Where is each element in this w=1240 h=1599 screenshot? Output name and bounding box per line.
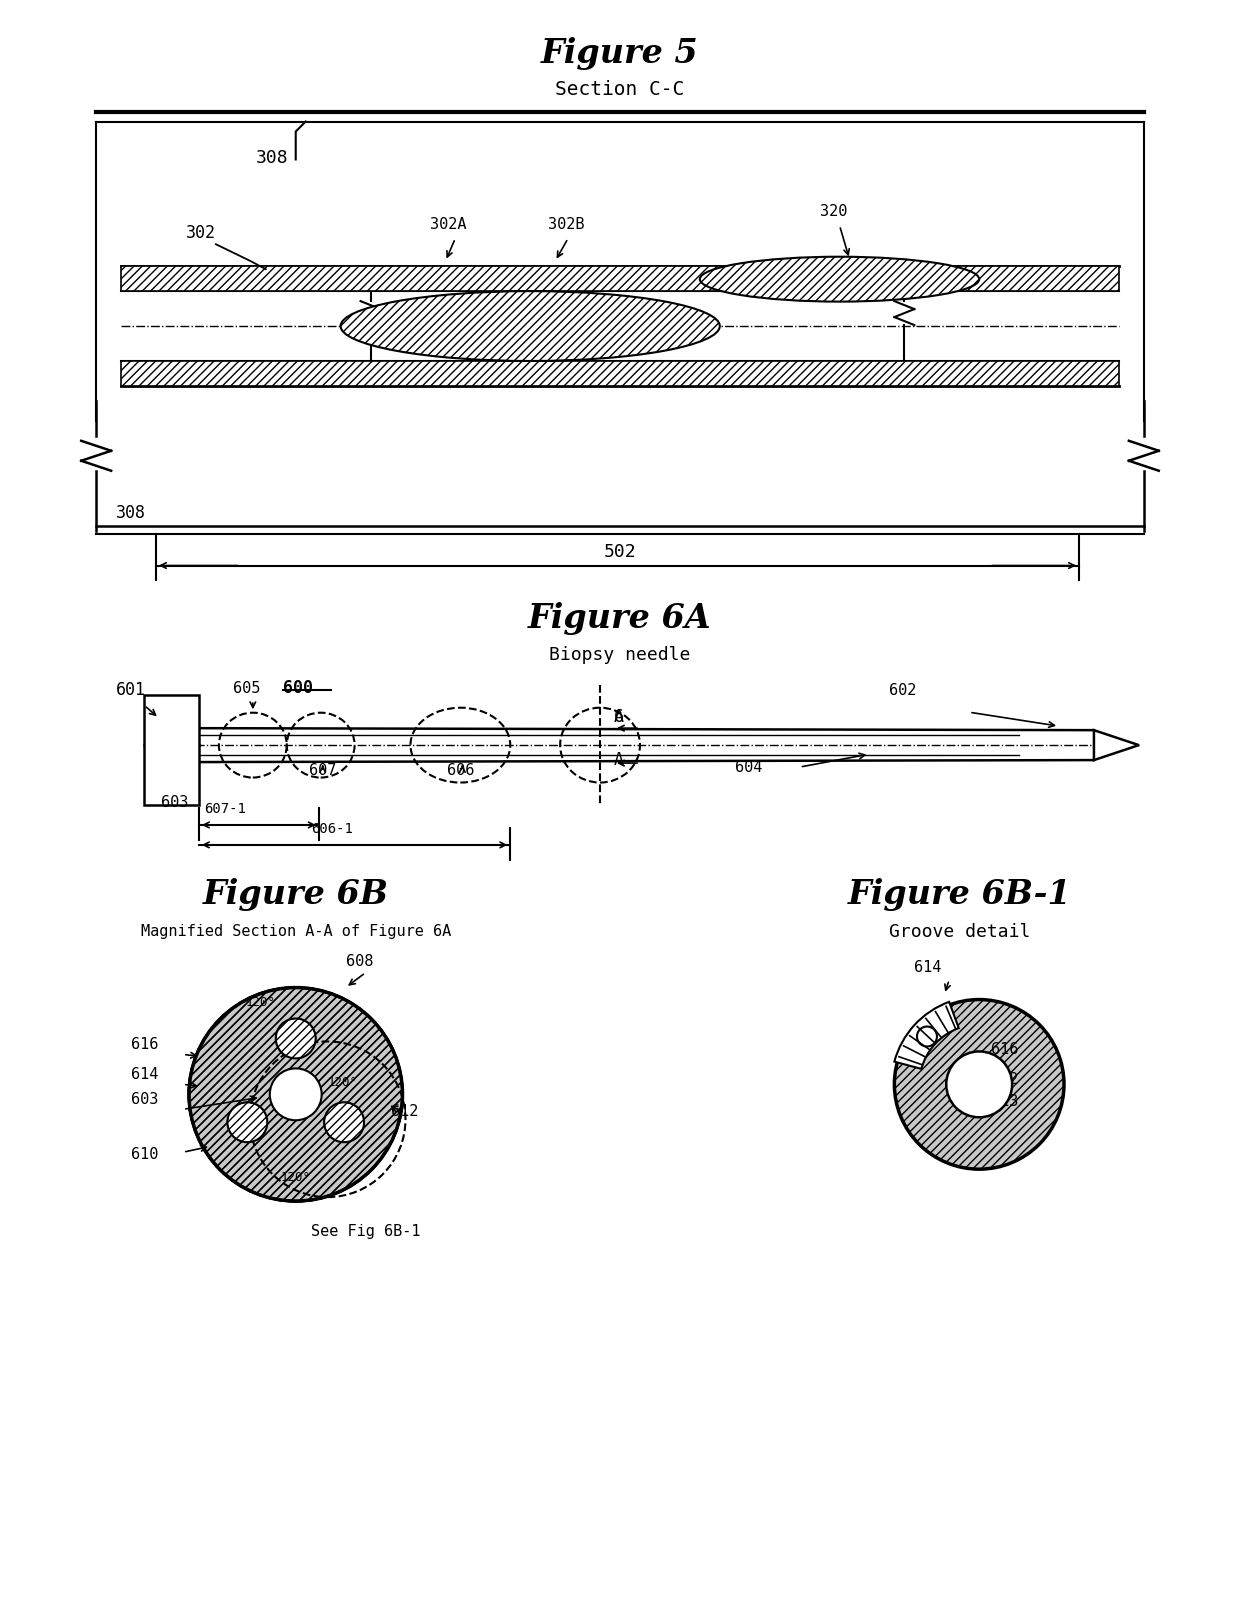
- Text: Figure 5: Figure 5: [541, 37, 699, 70]
- Bar: [122, 361, 1118, 385]
- Text: 604: 604: [735, 760, 763, 776]
- Text: 6: 6: [614, 708, 624, 726]
- Text: 603: 603: [161, 795, 188, 811]
- Text: 120°: 120°: [246, 996, 275, 1009]
- Circle shape: [894, 999, 1064, 1169]
- Text: 302: 302: [186, 224, 216, 243]
- Text: 308: 308: [117, 504, 146, 521]
- Circle shape: [188, 988, 403, 1201]
- Bar: [144, 696, 198, 804]
- Text: 120°: 120°: [280, 1170, 311, 1185]
- Polygon shape: [1094, 731, 1138, 760]
- Text: 120°: 120°: [327, 1076, 357, 1089]
- Text: 612: 612: [391, 1105, 418, 1119]
- Text: 613: 613: [991, 1094, 1018, 1110]
- Circle shape: [188, 988, 403, 1201]
- Text: 608: 608: [346, 953, 373, 969]
- Text: 614: 614: [131, 1068, 159, 1083]
- Text: 602: 602: [889, 683, 916, 699]
- Text: 320: 320: [820, 205, 847, 219]
- Text: 606-1: 606-1: [311, 822, 352, 836]
- Text: Figure 6B: Figure 6B: [202, 878, 388, 911]
- Text: See Fig 6B-1: See Fig 6B-1: [311, 1223, 420, 1239]
- Wedge shape: [894, 1003, 959, 1068]
- Circle shape: [324, 1102, 365, 1142]
- Text: 607-1: 607-1: [203, 803, 246, 815]
- Text: Figure 6A: Figure 6A: [528, 601, 712, 635]
- Circle shape: [227, 1102, 268, 1142]
- Text: 601: 601: [117, 681, 146, 699]
- Circle shape: [946, 1052, 1012, 1118]
- Text: 612: 612: [991, 1073, 1018, 1087]
- Text: Magnified Section A-A of Figure 6A: Magnified Section A-A of Figure 6A: [140, 924, 451, 939]
- Bar: [122, 265, 1118, 291]
- Circle shape: [191, 990, 401, 1199]
- Text: 606: 606: [448, 763, 475, 779]
- Text: 502: 502: [604, 542, 636, 561]
- Text: A: A: [614, 752, 624, 769]
- Text: A: A: [614, 708, 624, 726]
- Text: 302B: 302B: [548, 217, 585, 232]
- Circle shape: [918, 1027, 937, 1046]
- Text: 308: 308: [255, 149, 289, 168]
- Text: 616: 616: [131, 1038, 159, 1052]
- Text: 614: 614: [914, 959, 941, 975]
- Text: Section C-C: Section C-C: [556, 80, 684, 99]
- Text: 302A: 302A: [430, 217, 467, 232]
- Text: 603: 603: [131, 1092, 159, 1108]
- Ellipse shape: [341, 291, 719, 361]
- Text: 600: 600: [283, 680, 312, 697]
- Text: 616: 616: [991, 1043, 1018, 1057]
- Text: Groove detail: Groove detail: [889, 923, 1030, 940]
- Text: 610: 610: [131, 1146, 159, 1162]
- Text: Biopsy needle: Biopsy needle: [549, 646, 691, 664]
- Circle shape: [275, 1019, 316, 1059]
- Text: 605: 605: [233, 681, 260, 696]
- Text: 607: 607: [309, 763, 336, 779]
- Circle shape: [270, 1068, 321, 1121]
- Text: Figure 6B-1: Figure 6B-1: [847, 878, 1071, 911]
- Ellipse shape: [699, 257, 980, 302]
